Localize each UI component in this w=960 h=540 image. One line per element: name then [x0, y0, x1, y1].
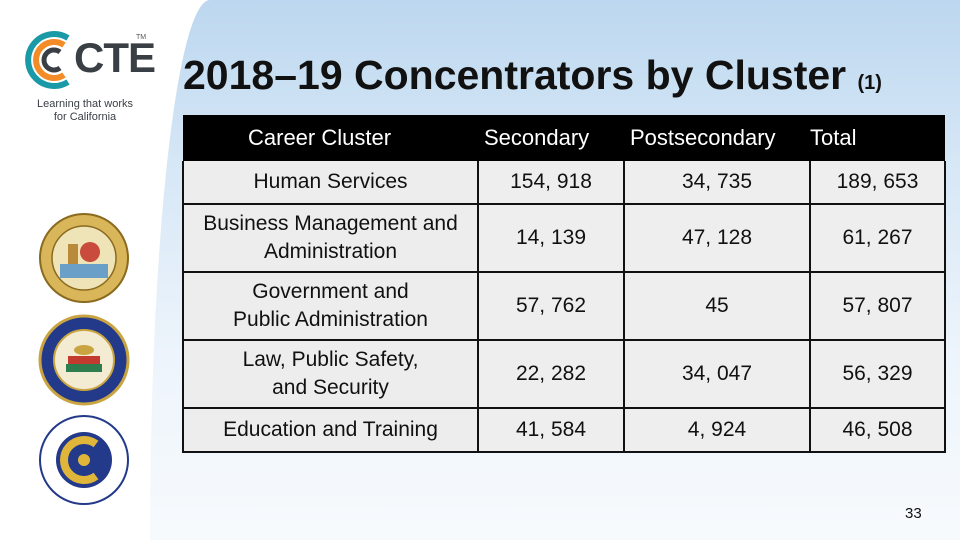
cte-swirl-icon: [25, 31, 70, 89]
table-row: Business Management and Administration 1…: [182, 203, 946, 273]
logo-wordmark: CTE: [74, 34, 156, 81]
header-total: Total: [810, 115, 945, 161]
cell-postsecondary: 34, 735: [623, 161, 811, 205]
tagline-line-1: Learning that works: [37, 98, 133, 110]
cell-postsecondary: 47, 128: [623, 203, 811, 273]
cell-secondary: 22, 282: [477, 339, 625, 409]
cell-total: 57, 807: [809, 271, 946, 341]
cluster-name-line-2: Administration: [263, 240, 398, 263]
page-number: 33: [905, 505, 922, 522]
header-secondary: Secondary: [478, 115, 624, 161]
cell-total: 46, 508: [809, 407, 946, 453]
cluster-name-line-1: Business Management and: [203, 212, 458, 235]
table-row: Human Services 154, 918 34, 735 189, 653: [182, 161, 946, 205]
cell-postsecondary: 4, 924: [623, 407, 811, 453]
concentrators-table: Career Cluster Secondary Postsecondary T…: [182, 115, 946, 453]
cluster-name-line-2: Public Administration: [233, 308, 428, 331]
cell-cluster: Law, Public Safety, and Security: [182, 339, 479, 409]
cell-total: 61, 267: [809, 203, 946, 273]
table-row: Law, Public Safety, and Security 22, 282…: [182, 339, 946, 409]
community-colleges-seal-icon: [39, 415, 129, 505]
cluster-name: Education and Training: [223, 418, 438, 441]
cell-cluster: Business Management and Administration: [182, 203, 479, 273]
state-board-seal-icon: [39, 213, 129, 303]
tagline-line-2: for California: [53, 111, 117, 123]
table-row: Government and Public Administration 57,…: [182, 271, 946, 341]
cell-postsecondary: 45: [623, 271, 811, 341]
cell-secondary: 154, 918: [477, 161, 625, 205]
cte-logo: CTE TM Learning that works for Californi…: [20, 28, 156, 128]
cluster-name-line-1: Government and: [252, 280, 409, 303]
slide-title-text: 2018–19 Concentrators by Cluster: [183, 52, 847, 98]
cell-secondary: 14, 139: [477, 203, 625, 273]
cell-cluster: Education and Training: [182, 407, 479, 453]
cell-total: 189, 653: [809, 161, 946, 205]
header-career-cluster: Career Cluster: [183, 115, 478, 161]
cell-total: 56, 329: [809, 339, 946, 409]
cluster-name-line-1: Law, Public Safety,: [242, 348, 419, 371]
header-postsecondary: Postsecondary: [624, 115, 810, 161]
cluster-name: Human Services: [253, 170, 408, 193]
cell-cluster: Government and Public Administration: [182, 271, 479, 341]
logo-trademark: TM: [136, 34, 147, 41]
cell-postsecondary: 34, 047: [623, 339, 811, 409]
logo-tagline: Learning that works for California: [20, 98, 150, 124]
cell-secondary: 41, 584: [477, 407, 625, 453]
cell-secondary: 57, 762: [477, 271, 625, 341]
slide-title-footnote: (1): [857, 72, 882, 94]
slide-title: 2018–19 Concentrators by Cluster (1): [183, 52, 882, 99]
department-of-education-seal-icon: [38, 314, 130, 406]
table-header-row: Career Cluster Secondary Postsecondary T…: [183, 115, 945, 161]
cell-cluster: Human Services: [182, 161, 479, 205]
sidebar: CTE TM Learning that works for Californi…: [0, 0, 168, 540]
table-row: Education and Training 41, 584 4, 924 46…: [182, 407, 946, 453]
cluster-name-line-2: and Security: [272, 376, 389, 399]
